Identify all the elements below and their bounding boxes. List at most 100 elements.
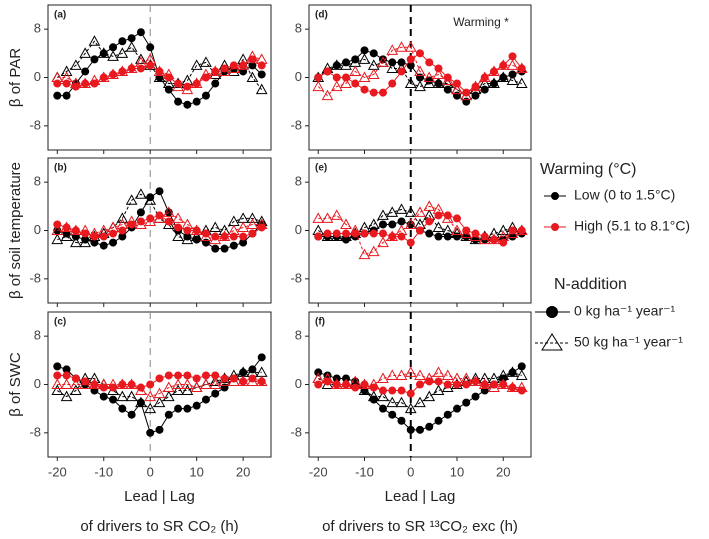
legend-label: 50 kg ha⁻¹ year⁻¹ (574, 334, 683, 350)
data-point (469, 233, 482, 245)
data-point (116, 212, 129, 223)
data-point (397, 67, 406, 76)
data-point (53, 220, 62, 229)
data-point (321, 372, 334, 383)
data-point (379, 386, 387, 395)
legend-title: N-addition (554, 276, 627, 293)
data-point (414, 396, 426, 408)
data-point (88, 378, 101, 389)
data-point (358, 71, 371, 82)
data-point (246, 71, 259, 82)
data-point (209, 375, 222, 386)
y-axis-label: β of soil temperature (7, 162, 24, 299)
data-point (517, 386, 526, 395)
data-point (323, 229, 332, 238)
data-point (146, 428, 155, 437)
data-point (367, 218, 380, 229)
series-line (57, 357, 263, 434)
data-point (248, 229, 257, 238)
data-point (360, 85, 369, 94)
data-point (255, 218, 268, 229)
data-point (109, 383, 118, 392)
data-point (406, 425, 415, 434)
data-point (395, 224, 408, 235)
panel-label: (e) (315, 163, 327, 174)
data-point (312, 372, 325, 383)
data-point (330, 59, 343, 70)
data-point (515, 369, 528, 380)
data-point (515, 77, 528, 89)
data-point (388, 58, 397, 67)
data-point (425, 229, 434, 238)
data-point (136, 208, 145, 217)
data-point (508, 52, 517, 61)
data-point (414, 65, 426, 76)
data-point (386, 369, 399, 380)
data-point (79, 378, 92, 389)
data-point (183, 404, 192, 413)
data-point (162, 206, 175, 217)
data-point (116, 390, 129, 402)
y-tick-label: -8 (290, 117, 302, 132)
data-point (116, 378, 129, 389)
data-point (127, 34, 136, 43)
data-point (453, 79, 461, 88)
data-point (81, 67, 90, 76)
data-point (515, 224, 528, 235)
data-point (60, 390, 73, 402)
data-point (314, 73, 323, 82)
data-point (423, 390, 436, 402)
data-point (125, 215, 138, 226)
data-point (237, 221, 249, 232)
data-point (71, 82, 80, 91)
data-point (312, 80, 325, 92)
data-point (369, 88, 378, 97)
data-point (220, 244, 229, 253)
data-point (367, 390, 380, 402)
data-point (397, 416, 406, 425)
y-tick-label: 8 (295, 21, 302, 36)
data-point (497, 230, 510, 242)
data-point (397, 386, 406, 395)
data-point (51, 224, 64, 235)
data-point (181, 218, 194, 229)
data-point (51, 71, 64, 82)
data-point (423, 71, 436, 82)
data-point (174, 223, 183, 232)
data-point (70, 77, 82, 89)
data-point (90, 79, 99, 88)
data-point (395, 369, 408, 380)
data-point (70, 384, 82, 396)
data-point (209, 65, 222, 76)
data-point (360, 229, 369, 238)
data-point (386, 44, 399, 55)
data-point (395, 41, 408, 52)
data-point (441, 369, 454, 380)
data-point (414, 369, 426, 380)
panel-label: (b) (54, 163, 67, 174)
data-point (125, 390, 138, 402)
data-point (388, 410, 397, 419)
data-point (70, 378, 82, 389)
data-point (432, 221, 445, 232)
data-point (351, 79, 360, 88)
data-point (192, 235, 201, 244)
data-point (181, 378, 194, 389)
data-point (60, 378, 73, 389)
data-point (116, 218, 129, 229)
data-point (469, 375, 482, 386)
data-point (162, 390, 175, 402)
data-point (201, 91, 210, 100)
data-point (379, 229, 387, 238)
data-point (406, 238, 415, 247)
data-point (153, 65, 166, 76)
data-point (488, 77, 500, 89)
data-point (53, 91, 62, 100)
data-point (209, 378, 222, 389)
data-point (367, 68, 380, 79)
panel-label: (d) (315, 10, 328, 21)
data-point (144, 53, 157, 64)
data-point (109, 43, 118, 52)
data-point (478, 233, 491, 245)
legend-label: High (5.1 to 8.1°C) (574, 218, 690, 234)
